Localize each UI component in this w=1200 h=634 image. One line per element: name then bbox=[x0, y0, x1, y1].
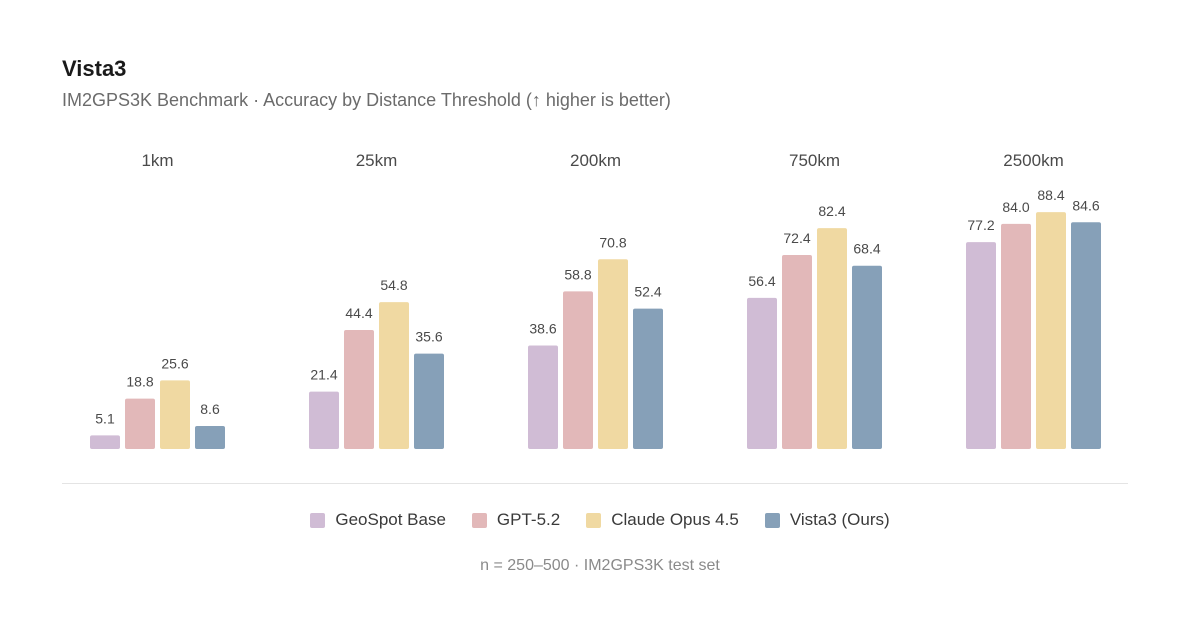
legend-item-1: GPT-5.2 bbox=[471, 510, 561, 530]
legend-label: GPT-5.2 bbox=[496, 510, 561, 529]
value-label-750km-0: 56.4 bbox=[748, 273, 775, 289]
bar-1km-1 bbox=[125, 398, 155, 449]
bar-750km-3 bbox=[852, 265, 882, 449]
value-label-2500km-2: 88.4 bbox=[1037, 187, 1064, 203]
value-label-2500km-0: 77.2 bbox=[967, 217, 994, 233]
bar-750km-1 bbox=[782, 254, 812, 449]
value-label-750km-2: 82.4 bbox=[818, 203, 845, 219]
bar-25km-1 bbox=[344, 330, 374, 449]
legend-label: Vista3 (Ours) bbox=[789, 510, 890, 529]
value-label-1km-2: 25.6 bbox=[161, 355, 188, 371]
legend-swatch bbox=[764, 512, 780, 528]
bar-200km-0 bbox=[528, 345, 558, 449]
divider bbox=[62, 483, 1128, 484]
legend-swatch bbox=[586, 512, 602, 528]
bar-2500km-0 bbox=[966, 242, 996, 449]
value-label-25km-0: 21.4 bbox=[310, 367, 337, 383]
bar-25km-0 bbox=[309, 391, 339, 449]
value-label-1km-1: 18.8 bbox=[126, 374, 153, 390]
bar-200km-2 bbox=[598, 259, 628, 449]
value-label-200km-3: 52.4 bbox=[634, 284, 661, 300]
bar-1km-0 bbox=[90, 435, 120, 449]
value-label-1km-0: 5.1 bbox=[95, 410, 115, 426]
value-label-25km-2: 54.8 bbox=[380, 277, 407, 293]
legend-label: GeoSpot Base bbox=[335, 510, 446, 529]
chart-title: Vista3 bbox=[62, 56, 127, 81]
legend-item-3: Vista3 (Ours) bbox=[764, 510, 890, 530]
footnote: n = 250–500 · IM2GPS3K test set bbox=[480, 557, 720, 574]
bar-2500km-1 bbox=[1001, 223, 1031, 449]
bar-750km-2 bbox=[817, 228, 847, 449]
value-label-200km-0: 38.6 bbox=[529, 321, 556, 337]
bar-200km-3 bbox=[633, 308, 663, 449]
category-label-2500km: 2500km bbox=[1003, 151, 1063, 170]
category-label-1km: 1km bbox=[141, 151, 173, 170]
legend-swatch bbox=[471, 512, 487, 528]
legend-swatch bbox=[310, 512, 326, 528]
bar-2500km-3 bbox=[1071, 222, 1101, 449]
legend-label: Claude Opus 4.5 bbox=[611, 510, 739, 529]
value-label-200km-1: 58.8 bbox=[564, 266, 591, 282]
value-label-200km-2: 70.8 bbox=[599, 234, 626, 250]
category-label-200km: 200km bbox=[570, 151, 621, 170]
legend-item-2: Claude Opus 4.5 bbox=[586, 510, 739, 530]
value-label-750km-1: 72.4 bbox=[783, 230, 810, 246]
value-label-1km-3: 8.6 bbox=[200, 401, 220, 417]
bar-1km-2 bbox=[160, 380, 190, 449]
legend: GeoSpot Base GPT-5.2 Claude Opus 4.5 Vista3… bbox=[0, 510, 1200, 530]
value-label-750km-3: 68.4 bbox=[853, 241, 880, 257]
value-label-2500km-3: 84.6 bbox=[1072, 197, 1099, 213]
bar-25km-3 bbox=[414, 353, 444, 449]
value-label-25km-3: 35.6 bbox=[415, 329, 442, 345]
value-label-25km-1: 44.4 bbox=[345, 305, 372, 321]
bar-200km-1 bbox=[563, 291, 593, 449]
bar-750km-0 bbox=[747, 297, 777, 449]
chart-subtitle: IM2GPS3K Benchmark · Accuracy by Distanc… bbox=[62, 90, 671, 110]
value-label-2500km-1: 84.0 bbox=[1002, 199, 1029, 215]
bar-2500km-2 bbox=[1036, 212, 1066, 449]
bar-chart: 1km 5.1 18.8 25.6 8.6 25km 21.4 44.4 54.8 35.6 200… bbox=[90, 151, 1101, 449]
category-label-750km: 750km bbox=[789, 151, 840, 170]
category-label-25km: 25km bbox=[356, 151, 398, 170]
bar-1km-3 bbox=[195, 425, 225, 449]
legend-item-0: GeoSpot Base bbox=[310, 510, 446, 530]
bar-25km-2 bbox=[379, 302, 409, 449]
